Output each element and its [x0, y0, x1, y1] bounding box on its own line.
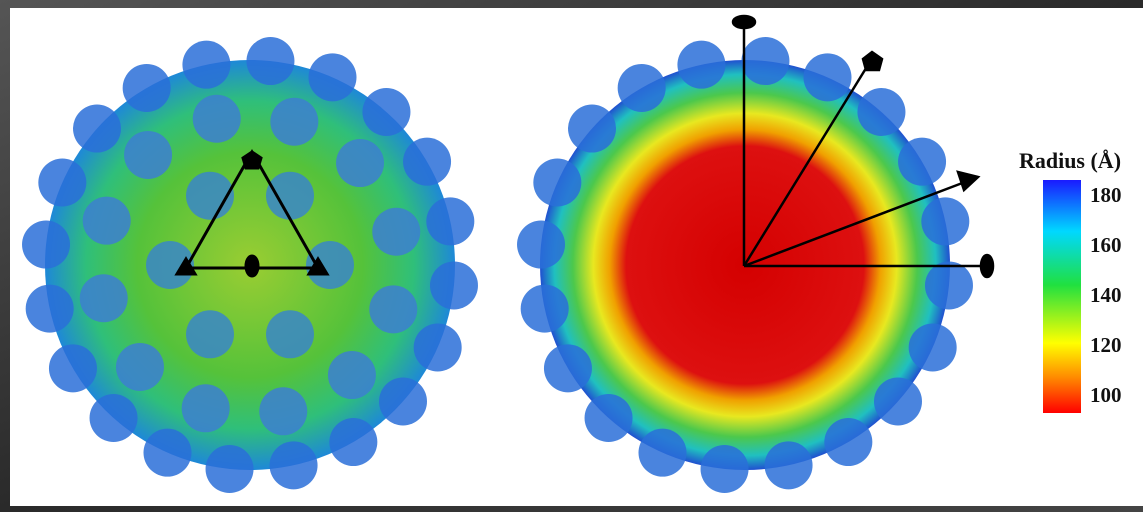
- capsomer: [266, 172, 314, 220]
- capsomer: [857, 88, 905, 136]
- capsomer: [765, 441, 813, 489]
- capsomer: [403, 138, 451, 186]
- capsomer: [308, 53, 356, 101]
- capsomer: [116, 343, 164, 391]
- twofold: [733, 16, 755, 28]
- capsomer: [80, 274, 128, 322]
- capsomer: [336, 139, 384, 187]
- capsomer: [803, 53, 851, 101]
- capsomer: [182, 41, 230, 89]
- capsomer: [362, 88, 410, 136]
- colorbar-tick-label: 160: [1090, 233, 1122, 257]
- colorbar-tick-label: 140: [1090, 283, 1122, 307]
- capsomer: [430, 261, 478, 309]
- capsomer: [874, 377, 922, 425]
- colorbar-tick-label: 180: [1090, 183, 1122, 207]
- capsomer: [521, 285, 569, 333]
- capsomer: [49, 344, 97, 392]
- capsomer: [909, 323, 957, 371]
- capsomer: [618, 64, 666, 112]
- capsomer: [22, 221, 70, 269]
- colorbar-title: Radius (Å): [1019, 148, 1121, 173]
- capsomer: [38, 159, 86, 207]
- capsomer: [585, 394, 633, 442]
- capsomer: [73, 105, 121, 153]
- capsomer: [414, 323, 462, 371]
- twofold: [981, 255, 993, 277]
- capsomer: [26, 285, 74, 333]
- capsomer: [193, 95, 241, 143]
- pentagon: [243, 152, 261, 168]
- capsomer: [517, 221, 565, 269]
- capsomer: [270, 98, 318, 146]
- capsomer: [83, 197, 131, 245]
- capsomer: [124, 131, 172, 179]
- capsomer: [123, 64, 171, 112]
- capsomer: [639, 429, 687, 477]
- capsomer: [328, 351, 376, 399]
- capsomer: [90, 394, 138, 442]
- capsomer: [701, 445, 749, 493]
- capsomer: [379, 377, 427, 425]
- figure: Radius (Å) 180 160 140 120 100: [0, 0, 1143, 512]
- capsomer: [266, 310, 314, 358]
- capsomer: [925, 261, 973, 309]
- capsomer: [144, 429, 192, 477]
- capsomer: [426, 197, 474, 245]
- colorbar-tick-label: 120: [1090, 333, 1122, 357]
- capsomer: [921, 197, 969, 245]
- capsomer: [186, 310, 234, 358]
- twofold: [246, 256, 258, 276]
- capsomer: [544, 344, 592, 392]
- colorbar-gradient: [1043, 180, 1081, 413]
- capsomer: [568, 105, 616, 153]
- capsomer: [259, 387, 307, 435]
- capsomer: [824, 418, 872, 466]
- capsomer: [182, 384, 230, 432]
- capsomer: [206, 445, 254, 493]
- capsomer: [270, 441, 318, 489]
- capsomer: [372, 208, 420, 256]
- capsomer: [898, 138, 946, 186]
- capsomer: [329, 418, 377, 466]
- capsomer: [369, 285, 417, 333]
- capsomer: [246, 37, 294, 85]
- capsomer: [741, 37, 789, 85]
- colorbar-tick-label: 100: [1090, 383, 1122, 407]
- capsomer: [533, 159, 581, 207]
- capsomer: [677, 41, 725, 89]
